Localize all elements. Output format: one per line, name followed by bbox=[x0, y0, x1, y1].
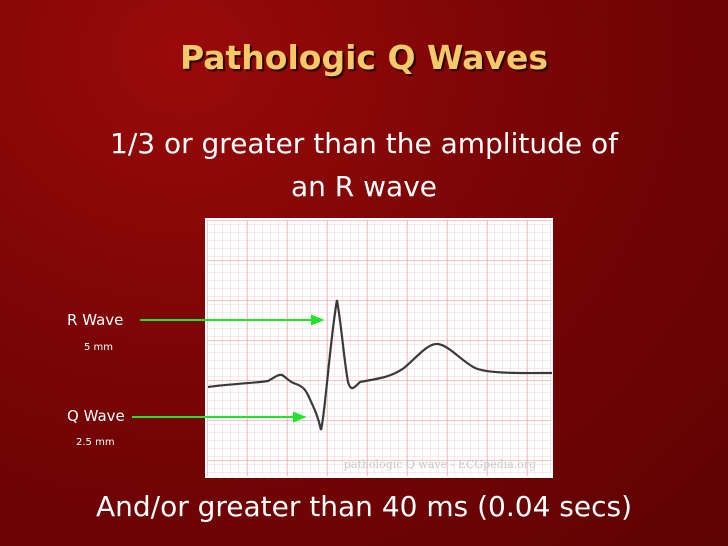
body-line: 1/3 or greater than the amplitude of bbox=[110, 127, 618, 160]
footer-text: And/or greater than 40 ms (0.04 secs) bbox=[95, 490, 633, 523]
wave-size: 5 mm bbox=[84, 342, 113, 353]
body-line: an R wave bbox=[290, 170, 437, 203]
wave-label: R Wave bbox=[67, 311, 123, 329]
arrows bbox=[132, 314, 325, 423]
slide-title: Pathologic Q Waves bbox=[179, 38, 549, 77]
image-credit: pathologic Q wave - ECGpedia.org bbox=[344, 458, 536, 471]
wave-label: Q Wave bbox=[67, 407, 125, 425]
arrowhead bbox=[293, 411, 307, 423]
arrowhead bbox=[311, 314, 325, 326]
ecg-trace bbox=[207, 299, 553, 431]
wave-size: 2.5 mm bbox=[76, 437, 115, 448]
ecg-grid bbox=[207, 220, 551, 476]
